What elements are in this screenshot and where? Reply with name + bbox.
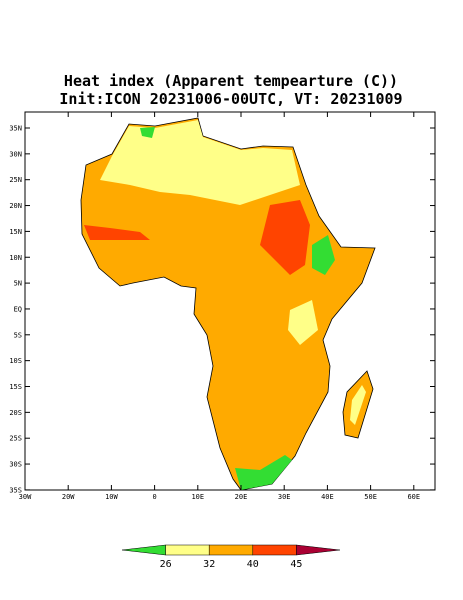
lat-label: 15S bbox=[9, 383, 22, 391]
colorbar-label: 32 bbox=[203, 559, 215, 570]
southafrica-cool bbox=[235, 455, 292, 490]
colorbar-segment bbox=[165, 544, 210, 556]
sahel-hot bbox=[84, 225, 150, 240]
lon-label: 30E bbox=[278, 493, 291, 501]
lat-label: 5S bbox=[14, 331, 22, 339]
lat-label: 15N bbox=[9, 228, 22, 236]
lat-label: 25S bbox=[9, 435, 22, 443]
atlas-cool bbox=[140, 127, 155, 138]
lat-label: 5N bbox=[14, 280, 22, 288]
map-area bbox=[24, 111, 436, 491]
lat-label: 35S bbox=[9, 486, 22, 494]
madagascar-inner bbox=[350, 385, 366, 425]
axis-ticks: 35N 30N 25N 20N 15N 10N 5N EQ 5S 10S 15S 20S 25S 30S 3… bbox=[9, 112, 435, 501]
lon-label: 60E bbox=[407, 493, 420, 501]
lat-label: EQ bbox=[14, 305, 22, 313]
lon-label: 30W bbox=[19, 493, 32, 501]
lat-label: 30S bbox=[9, 461, 22, 469]
lat-label: 25N bbox=[9, 176, 22, 184]
colorbar-end bbox=[121, 544, 166, 556]
subtitle: Init:ICON 20231006-00UTC, VT: 20231009 bbox=[59, 90, 402, 108]
lon-label: 0 bbox=[152, 493, 156, 501]
colorbar-segment bbox=[252, 544, 297, 556]
lon-label: 20W bbox=[62, 493, 75, 501]
lat-label: 35N bbox=[9, 125, 22, 133]
ethiopia-cool bbox=[312, 235, 335, 275]
lon-label: 20E bbox=[235, 493, 248, 501]
lat-label: 20N bbox=[9, 202, 22, 210]
lat-label: 30N bbox=[9, 150, 22, 158]
lat-label: 10S bbox=[9, 357, 22, 365]
kenya-cool bbox=[288, 300, 318, 345]
lon-label: 10E bbox=[191, 493, 204, 501]
sahara-cooler bbox=[100, 120, 300, 205]
title: Heat index (Apparent tempearture (C)) bbox=[64, 72, 398, 90]
colorbar: 26 32 40 45 bbox=[121, 544, 341, 570]
colorbar-label: 45 bbox=[290, 559, 302, 570]
colorbar-label: 26 bbox=[160, 559, 172, 570]
sudan-hot bbox=[260, 200, 310, 275]
colorbar-label: 40 bbox=[247, 559, 259, 570]
lat-label: 10N bbox=[9, 254, 22, 262]
lon-label: 50E bbox=[364, 493, 377, 501]
colorbar-end bbox=[296, 544, 341, 556]
lon-label: 10W bbox=[105, 493, 118, 501]
lat-label: 20S bbox=[9, 409, 22, 417]
colorbar-segment bbox=[208, 544, 254, 556]
lon-label: 40E bbox=[321, 493, 334, 501]
